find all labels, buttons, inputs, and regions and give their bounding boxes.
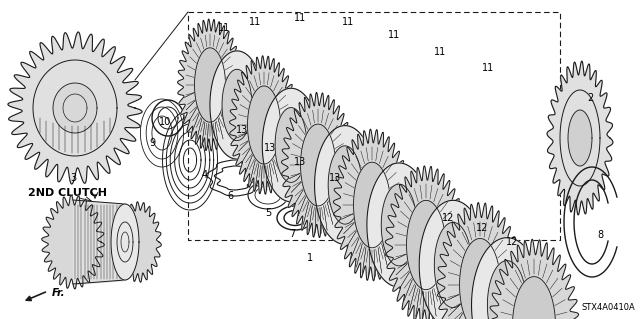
Text: 2: 2 bbox=[587, 93, 593, 103]
Text: 12: 12 bbox=[476, 223, 488, 233]
Text: 11: 11 bbox=[218, 23, 230, 33]
Text: 11: 11 bbox=[434, 47, 446, 57]
Text: 2ND CLUTCH: 2ND CLUTCH bbox=[28, 188, 107, 198]
Polygon shape bbox=[230, 56, 298, 194]
Polygon shape bbox=[489, 239, 579, 319]
Polygon shape bbox=[381, 184, 417, 266]
Text: 3: 3 bbox=[70, 173, 76, 183]
Text: 12: 12 bbox=[442, 213, 454, 223]
Polygon shape bbox=[353, 162, 390, 248]
Text: 12: 12 bbox=[506, 237, 518, 247]
Polygon shape bbox=[333, 129, 411, 281]
Polygon shape bbox=[282, 93, 355, 238]
Polygon shape bbox=[568, 110, 592, 166]
Polygon shape bbox=[460, 239, 500, 319]
Polygon shape bbox=[275, 108, 307, 182]
Text: 11: 11 bbox=[388, 30, 400, 40]
Polygon shape bbox=[513, 277, 556, 319]
Text: 11: 11 bbox=[249, 17, 261, 27]
Text: STX4A0410A: STX4A0410A bbox=[581, 303, 635, 312]
Polygon shape bbox=[42, 195, 104, 289]
Text: 1: 1 bbox=[307, 253, 313, 263]
Text: 13: 13 bbox=[236, 125, 248, 135]
Polygon shape bbox=[262, 88, 320, 202]
Polygon shape bbox=[111, 204, 139, 280]
Polygon shape bbox=[367, 163, 431, 287]
Polygon shape bbox=[210, 51, 264, 159]
Text: 4: 4 bbox=[202, 170, 208, 180]
Polygon shape bbox=[195, 48, 225, 122]
Polygon shape bbox=[248, 86, 280, 164]
Text: 11: 11 bbox=[294, 13, 306, 23]
Text: 9: 9 bbox=[149, 138, 155, 148]
Polygon shape bbox=[328, 146, 362, 224]
Polygon shape bbox=[385, 166, 467, 319]
Text: Fr.: Fr. bbox=[52, 288, 66, 298]
Text: 6: 6 bbox=[227, 191, 233, 201]
Polygon shape bbox=[488, 261, 527, 319]
Text: 7: 7 bbox=[289, 229, 295, 239]
Polygon shape bbox=[177, 19, 243, 151]
Text: 13: 13 bbox=[294, 157, 306, 167]
Text: 10: 10 bbox=[159, 117, 171, 127]
Polygon shape bbox=[8, 32, 142, 184]
Text: 8: 8 bbox=[597, 230, 603, 240]
Polygon shape bbox=[419, 200, 487, 319]
Polygon shape bbox=[437, 203, 523, 319]
Text: 13: 13 bbox=[329, 173, 341, 183]
Text: 11: 11 bbox=[482, 63, 494, 73]
Polygon shape bbox=[472, 238, 543, 319]
Polygon shape bbox=[301, 124, 335, 206]
Text: 5: 5 bbox=[265, 208, 271, 218]
Polygon shape bbox=[547, 61, 613, 215]
Polygon shape bbox=[116, 202, 161, 282]
Polygon shape bbox=[435, 222, 472, 308]
Text: 11: 11 bbox=[342, 17, 354, 27]
Polygon shape bbox=[406, 200, 445, 290]
Polygon shape bbox=[314, 126, 376, 244]
Text: 13: 13 bbox=[264, 143, 276, 153]
Polygon shape bbox=[53, 83, 97, 133]
Polygon shape bbox=[222, 69, 252, 141]
